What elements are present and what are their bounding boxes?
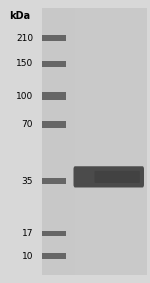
FancyBboxPatch shape — [75, 8, 147, 275]
FancyBboxPatch shape — [42, 8, 147, 275]
FancyBboxPatch shape — [42, 253, 66, 259]
FancyBboxPatch shape — [74, 166, 144, 188]
Text: 70: 70 — [21, 120, 33, 129]
FancyBboxPatch shape — [42, 61, 66, 67]
FancyBboxPatch shape — [94, 171, 140, 183]
Text: 17: 17 — [21, 229, 33, 238]
FancyBboxPatch shape — [42, 35, 66, 41]
FancyBboxPatch shape — [42, 231, 66, 236]
Text: 35: 35 — [21, 177, 33, 186]
FancyBboxPatch shape — [42, 92, 66, 100]
Text: 10: 10 — [21, 252, 33, 261]
FancyBboxPatch shape — [42, 121, 66, 128]
Text: 100: 100 — [16, 92, 33, 101]
Text: 150: 150 — [16, 59, 33, 68]
Text: kDa: kDa — [9, 11, 30, 21]
FancyBboxPatch shape — [42, 178, 66, 184]
Text: 210: 210 — [16, 34, 33, 43]
